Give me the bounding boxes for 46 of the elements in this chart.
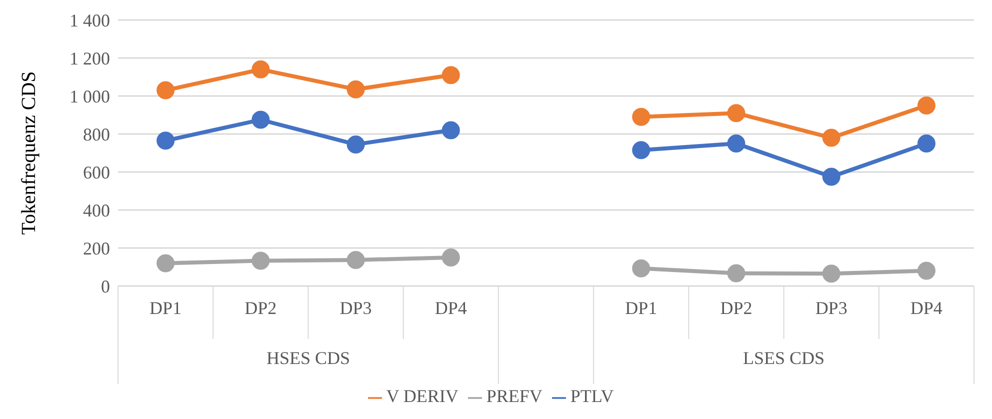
- point: [917, 96, 936, 114]
- point: [632, 141, 650, 160]
- point: [632, 259, 650, 278]
- point: [727, 264, 746, 282]
- point: [252, 110, 270, 129]
- y-tick-label: 200: [83, 238, 110, 258]
- text: HSES CDS: [266, 348, 350, 368]
- point: [727, 104, 746, 122]
- y-tick-label: 1 400: [70, 10, 110, 30]
- point: [822, 128, 840, 147]
- point: [822, 264, 840, 283]
- y-tick-label: 1 200: [70, 48, 110, 68]
- x-tick-label: DP3: [340, 298, 372, 318]
- y-tick-label: 800: [83, 124, 110, 144]
- legend-label: PTLV: [570, 386, 614, 406]
- x-tick-label: DP4: [910, 298, 942, 318]
- point: [632, 108, 650, 126]
- point: [727, 134, 746, 152]
- legend-label: V DERIV: [386, 386, 458, 406]
- point: [822, 168, 840, 186]
- point: [156, 254, 175, 272]
- point: [917, 262, 936, 280]
- point: [442, 121, 460, 140]
- y-axis-title: Tokenfrequenz CDS: [18, 71, 40, 235]
- point: [346, 80, 365, 98]
- point: [156, 132, 175, 150]
- x-tick-label: DP4: [434, 298, 467, 318]
- point: [442, 248, 460, 266]
- y-tick-label: 600: [83, 162, 110, 182]
- point: [156, 81, 175, 100]
- point: [346, 250, 365, 269]
- x-tick-label: DP2: [244, 298, 277, 318]
- point: [346, 135, 365, 154]
- x-tick-label: DP1: [150, 298, 182, 318]
- legend-label: PREFV: [486, 386, 542, 406]
- x-tick-label: DP2: [720, 298, 752, 318]
- x-tick-label: DP3: [815, 298, 848, 318]
- y-tick-label: 400: [83, 200, 110, 220]
- y-tick-label: 0: [101, 276, 110, 296]
- point: [917, 134, 936, 152]
- text: LSES CDS: [743, 348, 825, 368]
- point: [252, 60, 270, 78]
- point: [252, 252, 270, 270]
- y-tick-label: 1 000: [70, 86, 110, 106]
- x-tick-label: DP1: [625, 298, 658, 318]
- point: [442, 66, 460, 84]
